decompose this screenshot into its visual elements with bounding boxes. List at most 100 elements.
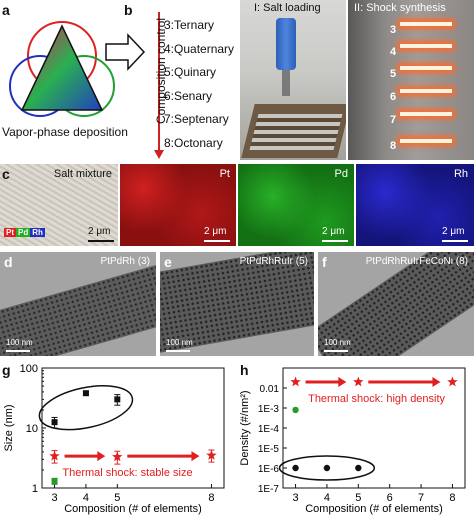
- data-point-star: [112, 451, 123, 462]
- rh-map: Rh 2 μm: [356, 164, 474, 246]
- salt-mixture-map: c Salt mixture Pt Pd Rh 2 μm: [0, 164, 118, 246]
- element-legend: Pt Pd Rh: [4, 228, 45, 237]
- tem-scale-bar: [6, 350, 30, 352]
- tem-scale-label: 100 nm: [6, 338, 33, 347]
- y-tick-label: 1E-6: [258, 464, 280, 475]
- data-point-star: [206, 449, 217, 460]
- y-tick-label: 1E-3: [258, 404, 280, 415]
- composition-control-arrowhead: [154, 150, 164, 159]
- x-tick-label: 5: [355, 492, 361, 504]
- sample-number: 8: [390, 140, 397, 152]
- triangle: [20, 24, 104, 111]
- x-tick-label: 3: [51, 492, 57, 504]
- y-tick-label: 10: [26, 423, 38, 435]
- x-tick-label: 5: [114, 492, 120, 504]
- photo-title: II: Shock synthesis: [354, 2, 446, 14]
- tem-title: PtPdRhRuIr (5): [239, 256, 308, 267]
- trend-arrowhead: [338, 376, 347, 387]
- data-point-square: [51, 419, 58, 426]
- map-label: Pt: [219, 168, 230, 180]
- photo-title: I: Salt loading: [254, 2, 321, 14]
- tem-title: PtPdRh (3): [100, 256, 150, 267]
- legend-pd: Pd: [16, 228, 31, 237]
- panel-label-b: b: [124, 2, 133, 18]
- y-tick-label: 1E-5: [258, 444, 280, 455]
- data-point-star: [49, 450, 60, 461]
- trend-arrowhead: [432, 376, 441, 387]
- data-point-star: [290, 376, 301, 387]
- glowing-strip: [400, 112, 452, 116]
- y-tick-label: 1E-7: [258, 484, 280, 495]
- composition-control-arrow: [158, 12, 160, 152]
- x-tick-label: 3: [292, 492, 298, 504]
- tem-image-quinary: e PtPdRhRuIr (5) 100 nm: [160, 252, 314, 356]
- sample-number: 6: [390, 91, 397, 103]
- scale-bar-label: 2 μm: [322, 226, 345, 237]
- panel-label-h: h: [240, 362, 249, 378]
- scale-bar-label: 2 μm: [204, 226, 227, 237]
- arrow-right-icon: [105, 33, 146, 71]
- data-point-circle: [292, 406, 299, 414]
- panel-label-e: e: [164, 254, 172, 270]
- panel-label-a: a: [2, 2, 10, 18]
- pt-map: Pt 2 μm: [120, 164, 236, 246]
- scale-bar: [442, 240, 468, 242]
- chart-annotation: Thermal shock: stable size: [62, 467, 192, 479]
- tem-scale-label: 100 nm: [166, 338, 193, 347]
- tem-title: PtPdRhRuIrFeCoNi (8): [365, 256, 468, 267]
- y-tick-label: 1E-4: [258, 424, 280, 435]
- trend-arrowhead: [191, 451, 200, 462]
- composition-control-axis: [152, 12, 166, 160]
- composition-item: 3:Ternary: [164, 18, 215, 32]
- highlight-ellipse: [278, 455, 376, 481]
- legend-rh: Rh: [30, 228, 45, 237]
- glowing-strip: [400, 66, 452, 70]
- y-tick-label: 100: [20, 363, 38, 375]
- shock-synthesis-photo: II: Shock synthesis 3 4 5 6 7 8: [348, 0, 474, 160]
- composition-list: 3:Ternary 4:Quaternary 5:Quinary 6:Senar…: [164, 14, 234, 155]
- data-point-star: [447, 376, 458, 387]
- glowing-strip: [400, 139, 452, 143]
- tem-scale-bar: [324, 350, 348, 352]
- scale-bar: [322, 240, 348, 242]
- sample-number: 7: [390, 114, 397, 126]
- data-point-circle: [355, 464, 362, 472]
- glowing-strip: [400, 89, 452, 93]
- data-point-square: [114, 396, 121, 403]
- panel-label-d: d: [4, 254, 13, 270]
- panel-a-caption: Vapor-phase deposition: [2, 125, 128, 139]
- x-tick-label: 6: [387, 492, 393, 504]
- x-tick-label: 8: [449, 492, 455, 504]
- data-point-star: [353, 376, 364, 387]
- scale-bar-label: 2 μm: [88, 226, 111, 237]
- sample-number: 4: [390, 46, 397, 58]
- data-point-circle: [292, 464, 299, 472]
- tem-scale-bar: [166, 350, 190, 352]
- sample-number: 5: [390, 68, 397, 80]
- scale-bar-label: 2 μm: [442, 226, 465, 237]
- x-tick-label: 4: [324, 492, 330, 504]
- y-tick-label: 1: [32, 483, 38, 495]
- panel-label-f: f: [322, 254, 327, 270]
- composition-item: 5:Quinary: [164, 65, 217, 79]
- map-label: Pd: [334, 168, 348, 180]
- map-label: Rh: [453, 168, 468, 180]
- highlight-ellipse: [38, 385, 134, 431]
- y-tick-label: 0.01: [260, 384, 280, 395]
- dispenser-nozzle: [276, 18, 296, 70]
- x-tick-label: 8: [208, 492, 214, 504]
- tem-scale-label: 100 nm: [324, 338, 351, 347]
- x-axis-label: Composition (# of elements): [64, 503, 202, 515]
- panel-label-g: g: [2, 362, 11, 378]
- composition-item: 7:Septenary: [164, 112, 229, 126]
- map-label: Salt mixture: [53, 168, 112, 180]
- substrate-strips: [249, 114, 343, 150]
- dispenser-tip: [282, 70, 290, 96]
- glowing-strip: [400, 22, 452, 26]
- trend-arrowhead: [97, 451, 106, 462]
- data-point-square: [82, 390, 89, 397]
- y-axis-label: Size (nm): [3, 404, 15, 451]
- salt-loading-photo: I: Salt loading: [240, 0, 346, 160]
- chart-annotation: Thermal shock: high density: [308, 393, 445, 405]
- pd-map: Pd 2 μm: [238, 164, 354, 246]
